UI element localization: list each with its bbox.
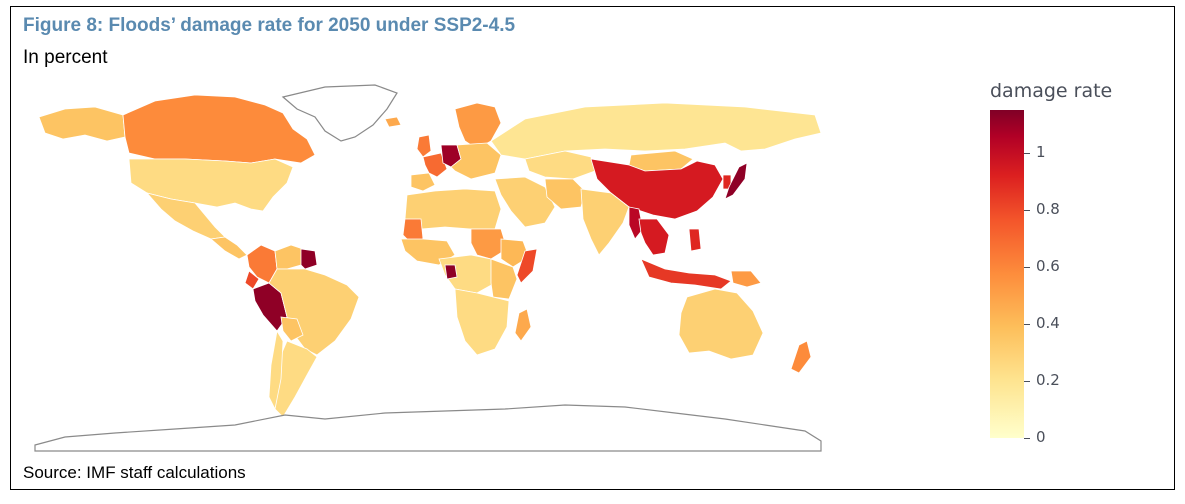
region-australia[interactable] [678,288,764,360]
world-map[interactable] [25,79,825,459]
colorbar-tickmark [1024,267,1030,268]
colorbar-tick-3: 0.6 [1036,257,1060,275]
region-iran[interactable] [544,178,586,210]
region-new-zealand[interactable] [790,340,812,374]
region-gabon[interactable] [444,264,458,280]
region-east-africa[interactable] [490,258,518,300]
colorbar-tickmark [1024,210,1030,211]
colorbar-tick-1: 0.2 [1036,371,1060,389]
region-iberia[interactable] [410,172,436,192]
colorbar-tick-4: 0.8 [1036,200,1060,218]
figure-frame: Figure 8: Floods’ damage rate for 2050 u… [10,6,1175,490]
region-chile[interactable] [268,329,284,411]
colorbar-tickmark [1024,153,1030,154]
region-india[interactable] [580,188,630,256]
region-central-america[interactable] [210,236,248,260]
region-venezuela[interactable] [274,244,304,270]
region-kazakhstan[interactable] [524,150,596,180]
region-united-states[interactable] [128,158,294,212]
colorbar-tickmark [1024,438,1030,439]
region-iceland[interactable] [384,116,402,128]
colorbar-tick-2: 0.4 [1036,314,1060,332]
region-united-kingdom[interactable] [416,134,432,158]
colorbar-tick-0: 0 [1036,428,1046,446]
region-myanmar[interactable] [628,206,644,240]
region-bolivia[interactable] [280,316,304,342]
region-indonesia[interactable] [640,258,732,290]
region-guyana[interactable] [300,248,318,270]
region-western-europe[interactable] [422,152,448,178]
legend-title: damage rate [990,80,1113,102]
colorbar-tick-5: 1 [1036,143,1046,161]
region-southeast-asia[interactable] [638,218,670,256]
colorbar [990,110,1024,438]
colorbar-legend: damage rate 0 0.2 0.4 0.6 0.8 1 [980,76,1140,456]
region-japan[interactable] [724,162,748,200]
region-canada[interactable] [122,94,316,164]
region-middle-east[interactable] [494,176,556,228]
colorbar-tickmark [1024,381,1030,382]
region-madagascar[interactable] [514,308,532,342]
figure-title: Figure 8: Floods’ damage rate for 2050 u… [23,15,516,36]
figure-subtitle: In percent [23,47,108,68]
colorbar-tickmark [1024,324,1030,325]
region-russia[interactable] [490,102,822,160]
region-greenland[interactable] [281,84,398,142]
region-brazil[interactable] [268,268,360,356]
region-philippines[interactable] [688,228,702,252]
region-southern-africa[interactable] [454,288,510,356]
region-antarctica[interactable] [34,404,822,452]
source-note: Source: IMF staff calculations [23,463,246,482]
region-papua-new-guinea[interactable] [730,270,762,288]
region-somalia[interactable] [516,248,538,284]
region-eastern-europe[interactable] [450,142,502,180]
region-alaska[interactable] [38,106,126,142]
